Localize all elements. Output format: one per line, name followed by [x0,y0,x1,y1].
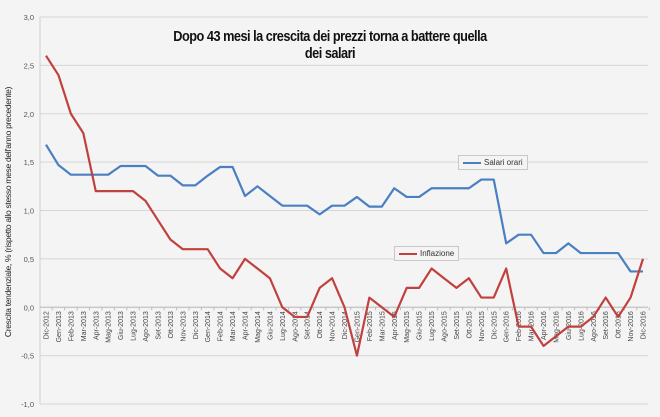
x-tick-label: Dic-2016 [641,311,648,339]
legend-label: Inflazione [420,249,455,258]
x-tick-label: Ott-2015 [466,311,473,338]
x-tick-label: Mag-2014 [255,311,262,343]
y-tick-label: 2,0 [24,110,34,119]
x-tick-label: Dic-2014 [342,311,349,339]
x-tick-label: Giu-2015 [417,311,424,340]
legend-salari-orari: Salari orari [458,155,528,170]
x-tick-label: Dic-2012 [44,311,51,339]
x-tick-label: Gen-2015 [354,311,361,342]
y-tick-label: 2,5 [24,61,34,70]
x-tick-label: Apr-2014 [243,311,250,340]
y-tick-label: 0,5 [24,255,34,264]
y-tick-label: 3,0 [24,13,34,22]
x-tick-label: Giu-2013 [118,311,125,340]
legend-swatch [463,161,481,164]
y-tick-label: 0,0 [24,303,34,312]
x-tick-label: Feb-2013 [68,311,75,341]
y-tick-label: 1,5 [24,158,34,167]
y-tick-label: -1,0 [21,400,34,409]
x-tick-label: Ott-2014 [317,311,324,338]
x-tick-label: Ago-2014 [292,311,299,341]
x-tick-label: Set-2016 [603,311,610,340]
y-tick-label: 1,0 [24,207,34,216]
x-tick-label: Gen-2016 [504,311,511,342]
y-axis-label: Crescita tendenziale, % (rispetto allo s… [3,86,13,338]
x-tick-label: Nov-2016 [628,311,635,341]
x-tick-label: Mar-2015 [379,311,386,341]
chart-title: Dopo 43 mesi la crescita dei prezzi torn… [173,28,487,62]
x-tick-label: Ago-2016 [591,311,598,341]
x-tick-label: Gen-2014 [205,311,212,342]
x-tick-label: Gen-2013 [56,311,63,342]
x-tick-label: Set-2014 [305,311,312,340]
legend-inflazione: Inflazione [394,246,460,261]
x-tick-label: Feb-2015 [367,311,374,341]
x-tick-label: Nov-2013 [180,311,187,341]
x-tick-label: Giu-2014 [267,311,274,340]
legend-label: Salari orari [484,158,523,167]
x-tick-label: Mag-2016 [553,311,560,343]
x-tick-label: Feb-2014 [218,311,225,341]
x-tick-label: Ago-2015 [442,311,449,341]
legend-swatch [399,252,417,255]
x-tick-label: Dic-2015 [491,311,498,339]
x-tick-label: Lug-2015 [429,311,436,341]
x-tick-label: Dic-2013 [193,311,200,339]
x-tick-label: Lug-2013 [131,311,138,341]
x-tick-label: Lug-2014 [280,311,287,341]
x-tick-label: Set-2015 [454,311,461,340]
x-tick-label: Mag-2015 [404,311,411,343]
x-tick-label: Mar-2013 [81,311,88,341]
x-tick-label: Nov-2014 [330,311,337,341]
x-tick-label: Apr-2013 [93,311,100,340]
y-tick-label: -0,5 [21,352,34,361]
x-tick-label: Mag-2013 [106,311,113,343]
x-tick-label: Nov-2015 [479,311,486,341]
x-tick-label: Set-2013 [155,311,162,340]
x-tick-label: Ott-2016 [616,311,623,338]
x-tick-label: Ott-2013 [168,311,175,338]
x-tick-label: Apr-2015 [392,311,399,340]
x-tick-label: Mar-2014 [230,311,237,341]
x-tick-label: Ago-2013 [143,311,150,341]
series-line-salari-orari [45,144,643,273]
x-tick-label: Apr-2016 [541,311,548,340]
